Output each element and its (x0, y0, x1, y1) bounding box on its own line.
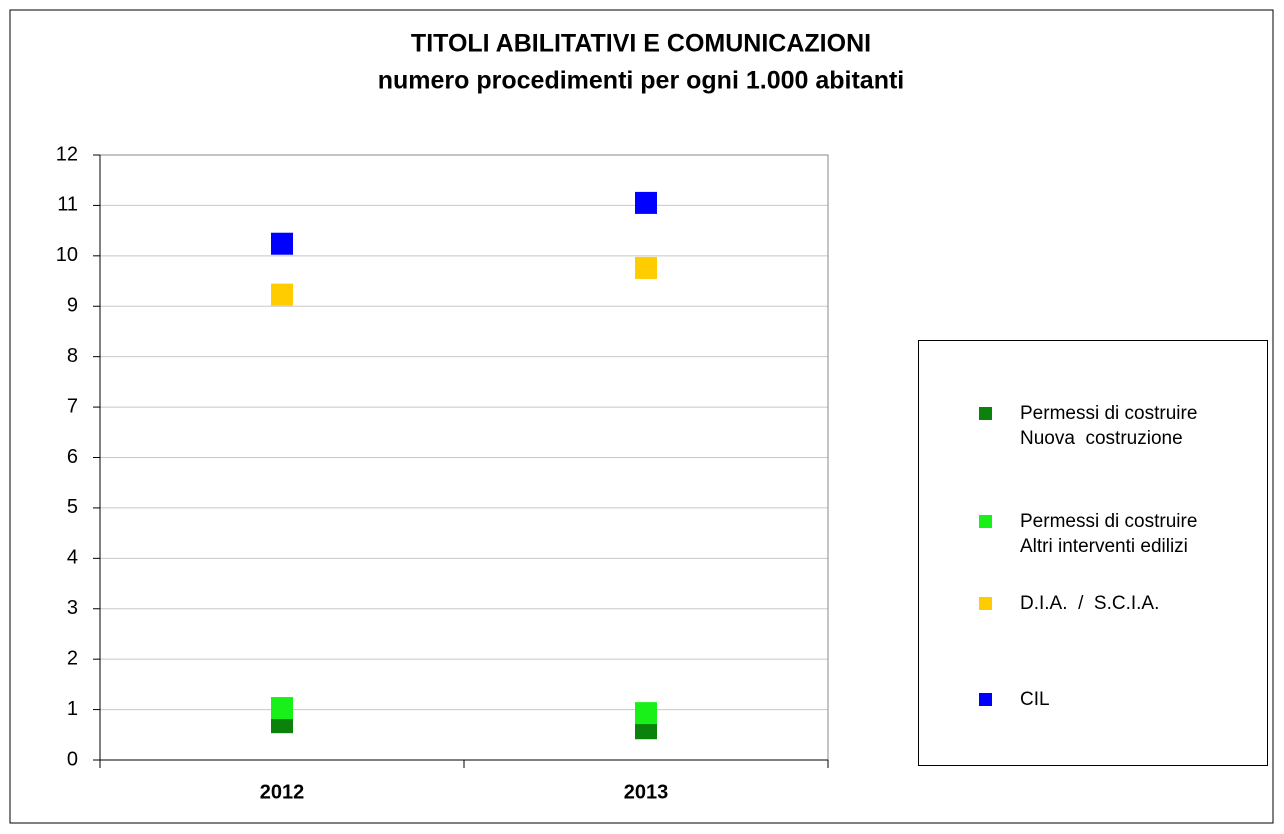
y-tick-label: 12 (56, 143, 78, 165)
y-tick-label: 4 (67, 547, 78, 569)
legend-label: Permessi di costruire Altri interventi e… (1020, 511, 1198, 557)
marker (271, 232, 293, 255)
y-tick-label: 10 (56, 244, 78, 266)
marker (271, 283, 293, 306)
legend: Permessi di costruire Nuova costruzione P… (918, 340, 1268, 766)
legend-swatch (979, 407, 992, 420)
y-tick-label: 6 (67, 446, 78, 468)
y-tick-label: 1 (67, 698, 78, 720)
y-tick-label: 3 (67, 597, 78, 619)
legend-swatch (979, 515, 992, 528)
chart-title: TITOLI ABILITATIVI E COMUNICAZIONI (411, 30, 871, 58)
marker (635, 191, 657, 214)
legend-label: D.I.A. / S.C.I.A. (1020, 593, 1160, 614)
legend-item: D.I.A. / S.C.I.A. (979, 591, 1159, 616)
legend-label: CIL (1020, 689, 1050, 710)
y-tick-label: 0 (67, 748, 78, 770)
legend-item: CIL (979, 687, 1050, 712)
legend-swatch (979, 693, 992, 706)
y-tick-label: 9 (67, 295, 78, 317)
y-tick-label: 11 (57, 194, 78, 216)
y-tick-label: 8 (67, 345, 78, 367)
x-tick-label: 2012 (260, 781, 305, 803)
legend-swatch (979, 597, 992, 610)
y-tick-label: 2 (67, 647, 78, 669)
marker (271, 697, 293, 720)
legend-item: Permessi di costruire Altri interventi e… (979, 509, 1197, 559)
legend-label: Permessi di costruire Nuova costruzione (1020, 403, 1198, 449)
chart-subtitle: numero procedimenti per ogni 1.000 abita… (378, 67, 905, 95)
x-tick-label: 2013 (624, 781, 669, 803)
legend-item: Permessi di costruire Nuova costruzione (979, 401, 1197, 451)
y-tick-label: 7 (67, 395, 78, 417)
marker (635, 256, 657, 279)
y-tick-label: 5 (67, 496, 78, 518)
marker (635, 702, 657, 725)
